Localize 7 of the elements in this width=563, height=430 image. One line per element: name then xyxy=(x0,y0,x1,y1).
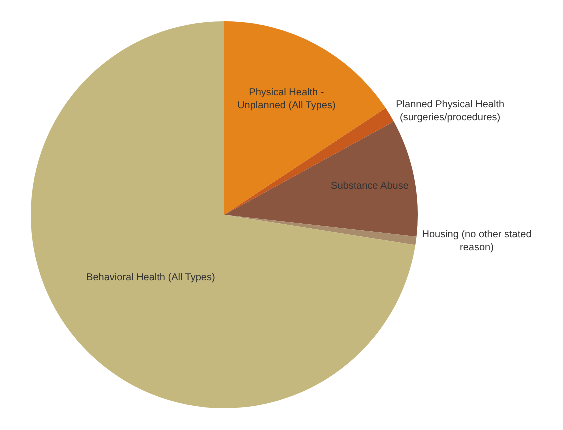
slice-label: Planned Physical Health (surgeries/procedures) xyxy=(396,100,505,124)
slice-label: Substance Abuse xyxy=(331,180,410,192)
slice-label: Housing (no other stated reason) xyxy=(422,229,532,254)
slice-label: Physical Health - Unplanned (All Types) xyxy=(238,87,336,112)
slice-label: Behavioral Health (All Types) xyxy=(86,272,216,284)
pie-slice xyxy=(224,122,418,237)
pie-slice xyxy=(224,215,417,246)
